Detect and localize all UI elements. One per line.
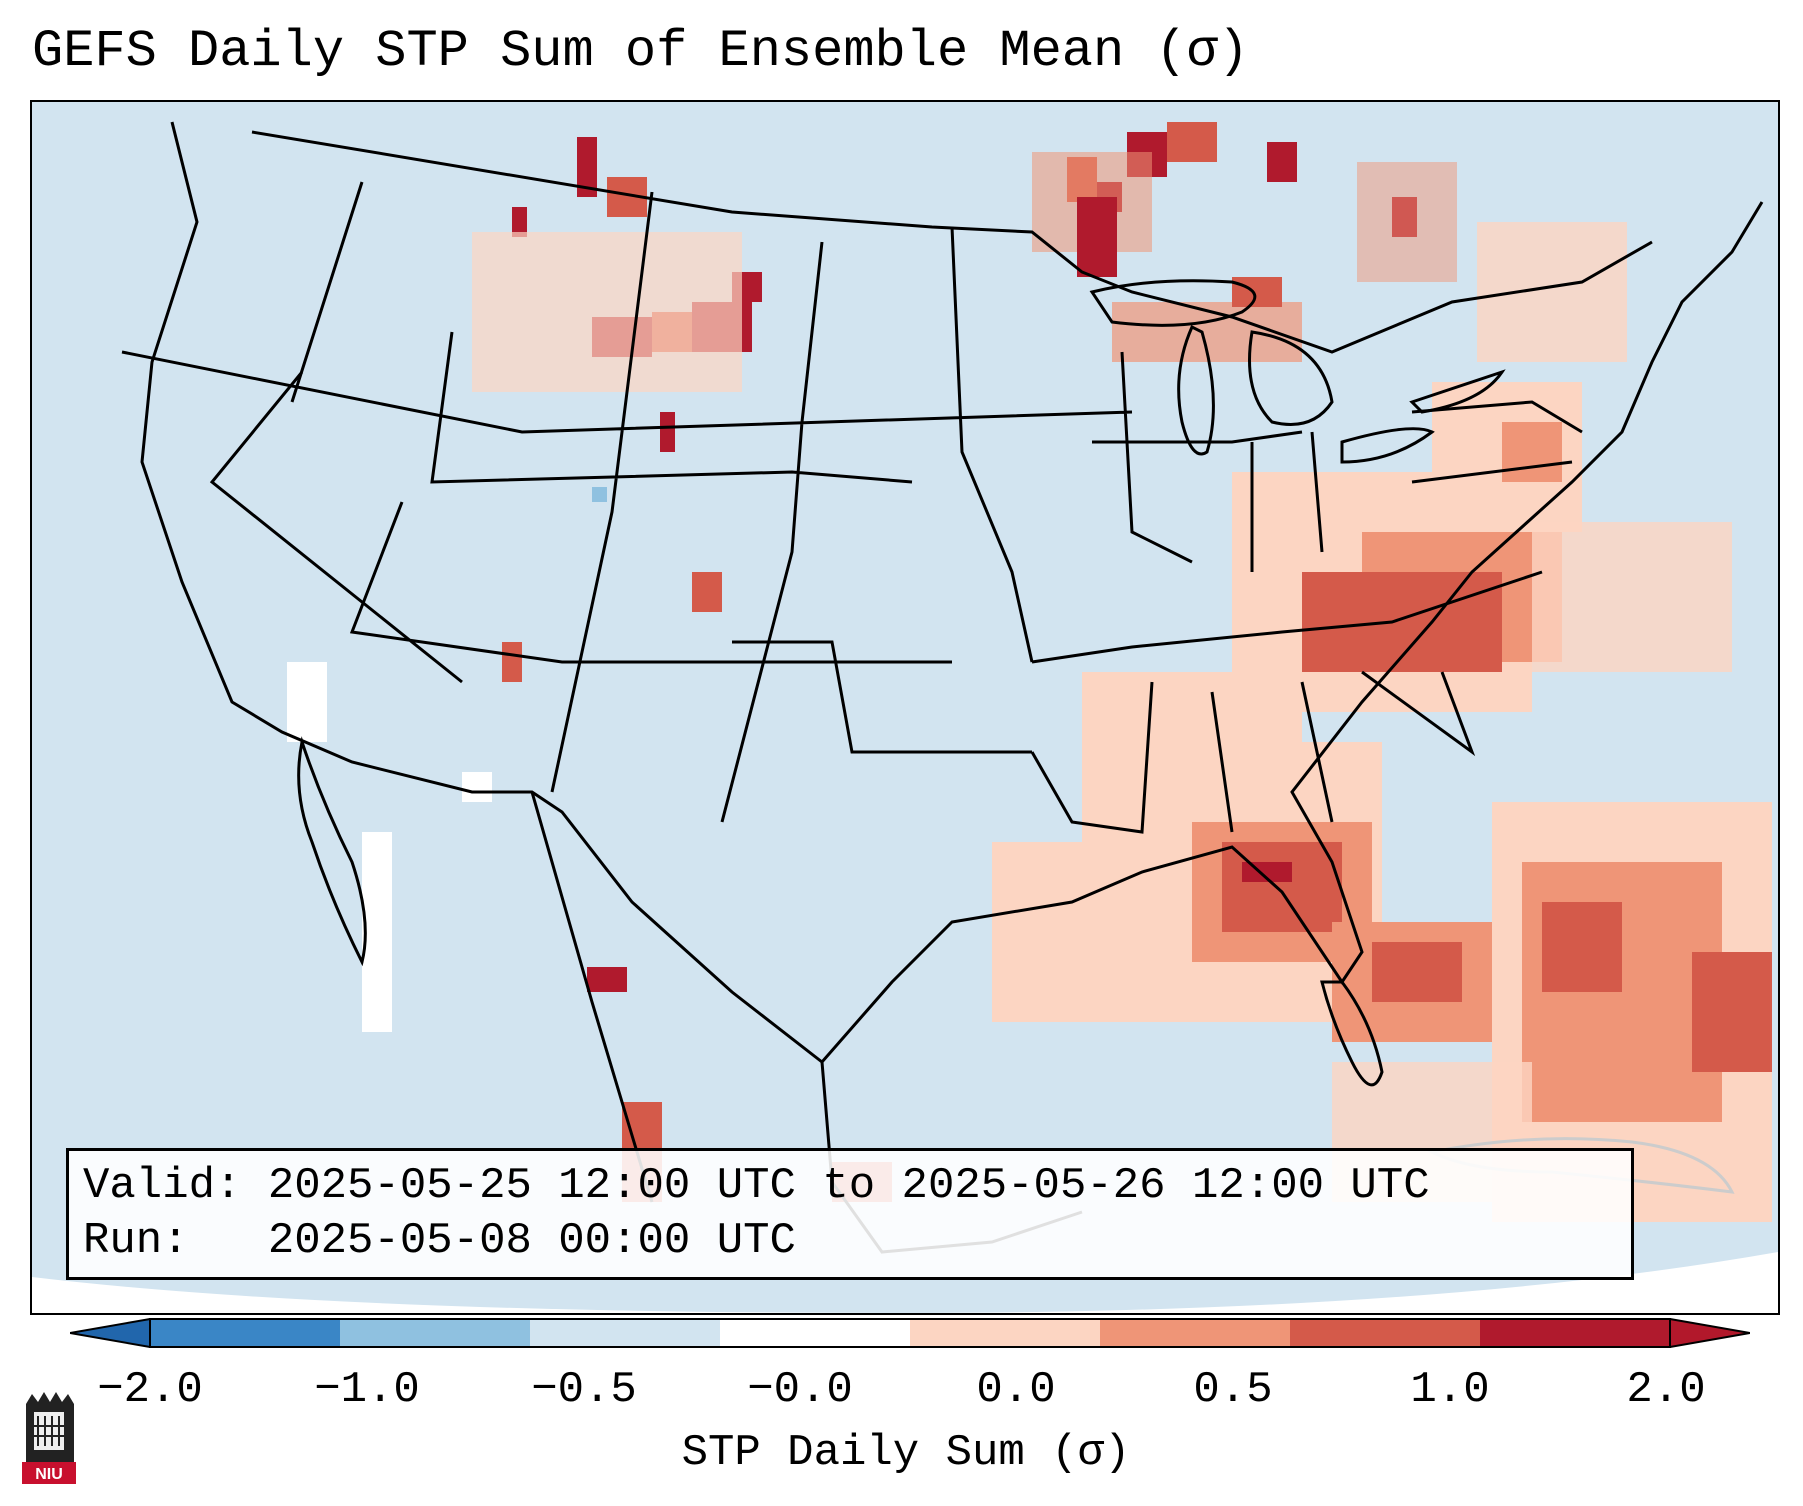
colorbar-label: STP Daily Sum (σ) xyxy=(681,1428,1131,1478)
colorbar-tick: 0.0 xyxy=(976,1365,1056,1415)
colorbar-high-arrow xyxy=(1669,1318,1750,1348)
run-line: Run: 2025-05-08 00:00 UTC xyxy=(83,1216,796,1266)
us-outline xyxy=(140,121,1764,1065)
colorbar-tick: 1.0 xyxy=(1410,1365,1490,1415)
colorbar-tick: −0.0 xyxy=(747,1365,853,1415)
map-outlines xyxy=(121,121,1764,1254)
valid-run-info: Valid: 2025-05-25 12:00 UTC to 2025-05-2… xyxy=(66,1148,1634,1280)
colorbar-segment xyxy=(1480,1319,1671,1347)
valid-line: Valid: 2025-05-25 12:00 UTC to 2025-05-2… xyxy=(83,1161,1430,1211)
colorbar-segment xyxy=(1290,1319,1481,1347)
colorbar-frame xyxy=(149,1318,1671,1348)
colorbar xyxy=(70,1318,1750,1348)
canada-border xyxy=(251,130,1653,354)
colorbar-segment xyxy=(150,1319,341,1347)
colorbar-tick: −2.0 xyxy=(97,1365,203,1415)
colorbar-segments xyxy=(150,1319,1671,1347)
map-panel[interactable] xyxy=(30,100,1780,1315)
niu-logo-text: NIU xyxy=(35,1466,63,1483)
colorbar-tick: 0.5 xyxy=(1193,1365,1273,1415)
great-lakes xyxy=(1089,279,1506,464)
colorbar-low-arrow xyxy=(70,1318,151,1348)
colorbar-segment xyxy=(910,1319,1101,1347)
colorbar-tick: −0.5 xyxy=(531,1365,637,1415)
baja xyxy=(297,736,367,967)
florida xyxy=(1320,980,1384,1087)
niu-logo: NIU xyxy=(22,1392,76,1484)
colorbar-segment xyxy=(530,1319,721,1347)
colorbar-segment xyxy=(720,1319,911,1347)
colorbar-segment xyxy=(340,1319,531,1347)
map-canvas xyxy=(32,102,1778,1313)
colorbar-segment xyxy=(1100,1319,1291,1347)
state-lines xyxy=(121,181,1583,834)
map-title: GEFS Daily STP Sum of Ensemble Mean (σ) xyxy=(32,22,1249,81)
colorbar-tick: −1.0 xyxy=(314,1365,420,1415)
colorbar-tick: 2.0 xyxy=(1626,1365,1706,1415)
